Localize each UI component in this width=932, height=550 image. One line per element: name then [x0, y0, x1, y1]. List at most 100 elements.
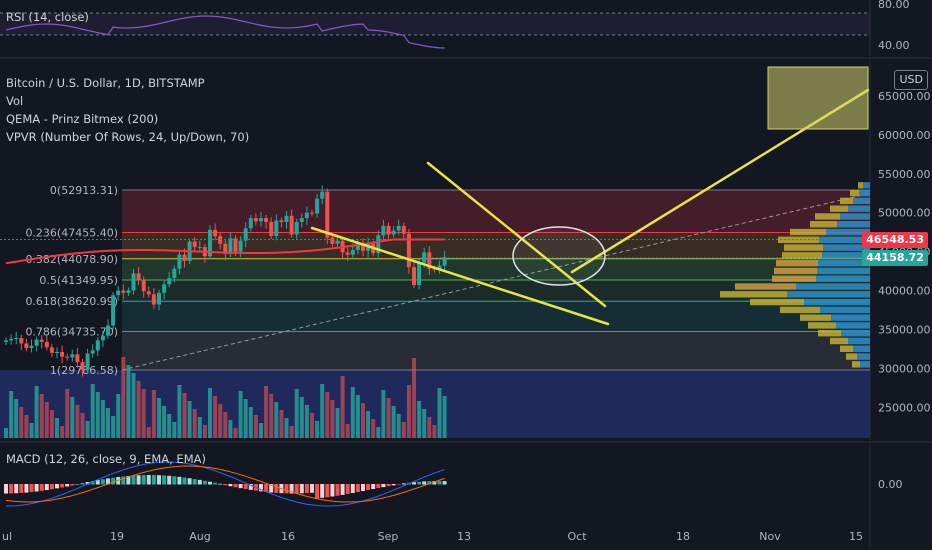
volume-bar: [44, 402, 49, 438]
macd-tick: 0.00: [878, 478, 903, 491]
candle-body: [213, 229, 218, 237]
macd-histogram-bar: [162, 475, 167, 485]
volume-bar: [238, 391, 243, 438]
volume-bar: [330, 400, 335, 438]
profile-bar-down: [841, 330, 870, 337]
fib-label: 1(29786.58): [50, 364, 118, 377]
profile-bar-down: [817, 267, 870, 275]
candle-body: [437, 265, 442, 270]
candle-body: [157, 292, 161, 305]
time-tick: Sep: [378, 530, 399, 543]
time-tick: ul: [2, 530, 12, 543]
price-tick: 40000.00: [878, 285, 931, 298]
profile-bar-up: [790, 228, 826, 236]
macd-histogram-bar: [136, 475, 141, 485]
indicator-qema[interactable]: QEMA - Prinz Bitmex (200): [6, 112, 159, 126]
time-tick: Aug: [189, 530, 210, 543]
candle-body: [253, 218, 258, 222]
profile-bar-up: [850, 189, 859, 197]
volume-bar: [335, 408, 340, 438]
candle-body: [146, 291, 151, 295]
profile-bar-up: [772, 275, 816, 282]
indicator-vpvr[interactable]: VPVR (Number Of Rows, 24, Up/Down, 70): [6, 130, 250, 144]
symbol-title[interactable]: Bitcoin / U.S. Dollar, 1D, BITSTAMP: [6, 76, 205, 90]
candle-body: [238, 240, 243, 252]
volume-bar: [197, 417, 202, 438]
volume-bar: [269, 394, 274, 438]
macd-histogram-bar: [121, 476, 126, 485]
candle-body: [412, 267, 416, 286]
candle-body: [55, 351, 59, 353]
macd-histogram-bar: [345, 484, 350, 494]
volume-bar: [304, 405, 309, 438]
fib-zone: [122, 279, 870, 302]
macd-title[interactable]: MACD (12, 26, close, 9, EMA, EMA): [6, 452, 206, 466]
currency-button[interactable]: USD: [894, 70, 928, 90]
volume-bar: [90, 384, 95, 438]
macd-histogram-bar: [248, 484, 253, 490]
rsi-title[interactable]: RSI (14, close): [6, 10, 89, 24]
profile-bar-up: [780, 306, 820, 314]
volume-bar: [371, 419, 376, 438]
volume-bar: [218, 404, 223, 438]
profile-bar-down: [826, 228, 870, 236]
volume-bar: [412, 358, 416, 438]
profile-bar-up: [840, 345, 853, 352]
volume-bar: [253, 415, 258, 438]
candle-body: [126, 290, 131, 293]
volume-bar: [167, 414, 172, 438]
price-tick: 50000.00: [878, 207, 931, 220]
candle-body: [381, 225, 386, 236]
volume-bar: [340, 376, 345, 438]
candle-body: [24, 343, 29, 349]
profile-bar-down: [848, 337, 870, 345]
volume-bar: [29, 423, 34, 438]
profile-bar-down: [853, 345, 870, 352]
candle-body: [289, 215, 294, 235]
rsi-tick: 80.00: [878, 0, 910, 11]
candle-body: [141, 279, 146, 292]
volume-bar: [177, 385, 182, 438]
profile-bar-down: [787, 291, 870, 298]
indicator-vol[interactable]: Vol: [6, 94, 24, 108]
volume-bar: [39, 394, 44, 438]
time-tick: 13: [457, 530, 471, 543]
ema-path: [5, 238, 445, 265]
profile-bar-up: [778, 236, 819, 244]
volume-bar: [401, 422, 406, 438]
volume-bar: [136, 381, 141, 438]
candle-body: [279, 220, 284, 223]
macd-histogram-bar: [259, 484, 263, 492]
fib-zone: [122, 190, 870, 233]
macd-histogram-bar: [80, 483, 85, 485]
volume-bar: [126, 365, 131, 438]
volume-bar: [299, 397, 304, 438]
candle-body: [151, 294, 156, 305]
volume-bar: [345, 424, 350, 438]
profile-bar-up: [720, 291, 787, 298]
macd-histogram-bar: [274, 484, 279, 493]
macd-histogram-bar: [294, 484, 299, 494]
volume-bar: [422, 409, 427, 438]
fib-zone: [122, 258, 870, 280]
macd-line: [5, 461, 445, 507]
candle-body: [401, 225, 406, 234]
volume-bar: [187, 401, 192, 438]
volume-bar: [141, 389, 146, 438]
candle-body: [355, 243, 360, 251]
candle-body: [310, 212, 314, 214]
volume-bar: [361, 403, 365, 438]
macd-histogram-bar: [106, 478, 110, 485]
profile-bar-up: [852, 361, 860, 368]
candle-body: [386, 225, 391, 235]
macd-histogram-bar: [197, 479, 202, 485]
volume-bar: [24, 415, 29, 438]
macd-histogram-bar: [386, 484, 391, 487]
macd-histogram-bar: [9, 484, 14, 494]
macd-histogram-bar: [151, 475, 156, 485]
candle-body: [223, 243, 228, 254]
profile-bar-down: [831, 314, 870, 321]
macd-histogram-bar: [90, 481, 95, 485]
volume-bar: [325, 392, 330, 438]
